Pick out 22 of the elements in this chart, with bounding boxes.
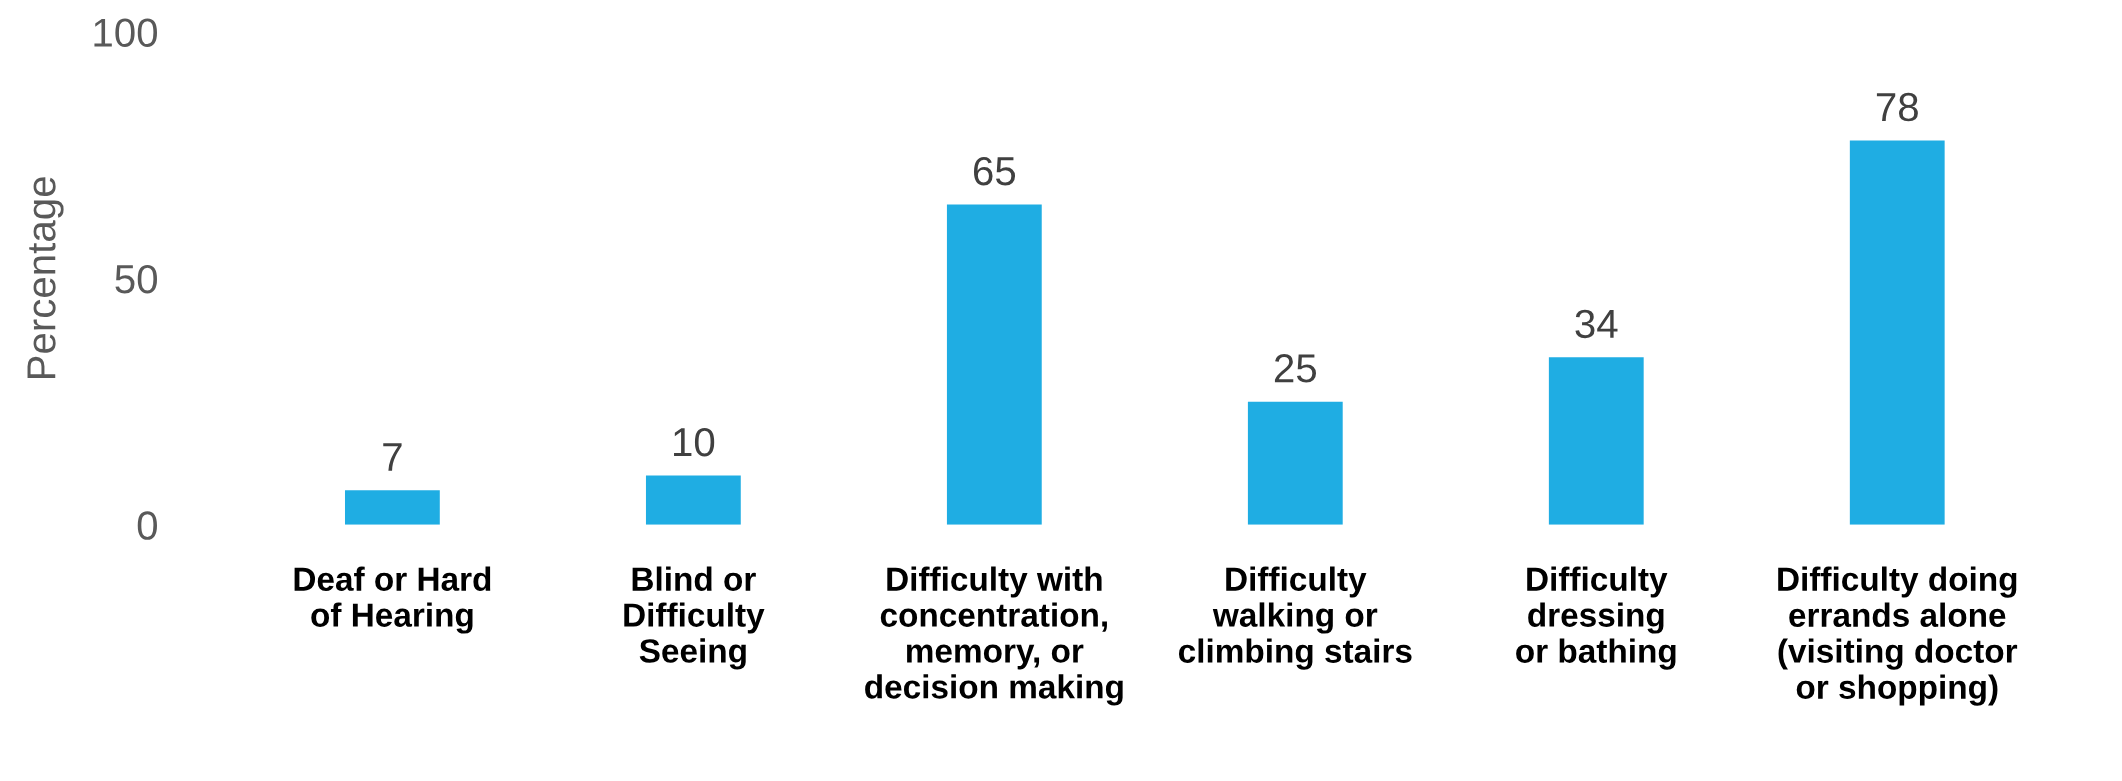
x-tick-label: Difficulty walking or climbing stairs	[1178, 566, 1412, 670]
x-tick-label: Difficulty dressing or bathing	[1516, 566, 1676, 670]
bar	[946, 204, 1042, 525]
data-label: 65	[973, 156, 1016, 186]
x-tick-label: Deaf or Hard of Hearing	[294, 566, 491, 634]
bar	[344, 490, 440, 525]
bar	[1247, 401, 1343, 525]
data-label: 25	[1274, 354, 1317, 383]
y-tick-label: 50	[115, 264, 157, 294]
y-tick-label: 100	[94, 18, 158, 48]
x-tick-label: Blind or Difficulty Seeing	[624, 566, 765, 670]
y-tick-label: 0	[137, 511, 157, 540]
bar	[645, 475, 741, 525]
bar	[1548, 357, 1644, 525]
bar	[1849, 140, 1945, 525]
data-label: 7	[383, 443, 402, 471]
y-axis-title: Percentage	[27, 177, 64, 379]
data-label: 10	[674, 427, 715, 457]
x-tick-label: Difficulty with concentration, memory, or decision making	[865, 566, 1123, 706]
data-label: 78	[1876, 92, 1918, 122]
data-label: 34	[1575, 309, 1618, 339]
x-tick-label: Difficulty doing errands alone (visiting doctor or shopping)	[1778, 566, 2018, 706]
